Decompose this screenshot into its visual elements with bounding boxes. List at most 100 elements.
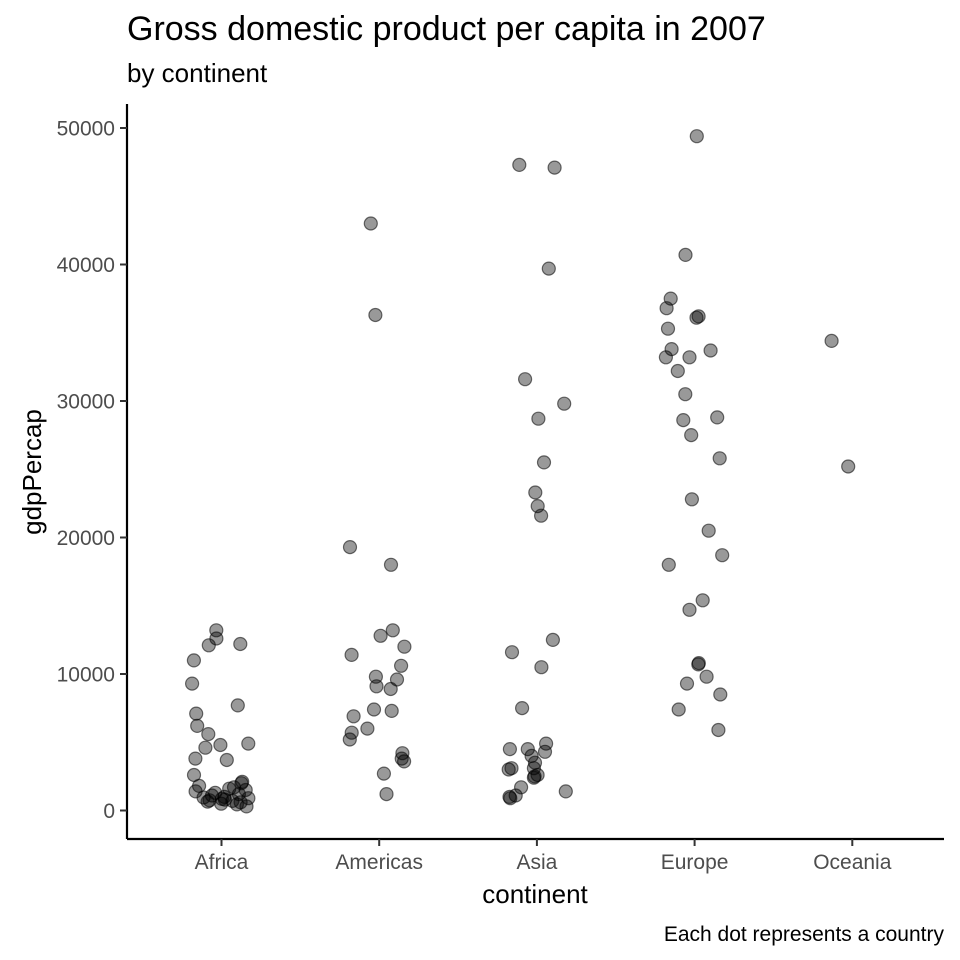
data-point <box>513 780 529 795</box>
data-point <box>219 752 234 768</box>
data-point <box>682 350 697 365</box>
data-point <box>682 602 697 617</box>
data-point <box>713 687 728 702</box>
data-point <box>679 676 695 691</box>
data-point <box>214 796 229 811</box>
data-point <box>678 387 693 402</box>
x-axis: Africa Americas Asia Europe Oceania <box>127 837 944 874</box>
data-point <box>238 782 253 798</box>
data-point <box>699 669 714 684</box>
data-point <box>531 411 546 426</box>
data-point <box>201 726 216 742</box>
y-tick-label: 20000 <box>57 527 115 550</box>
data-point <box>660 321 676 336</box>
data-point <box>541 261 556 276</box>
data-point <box>346 709 361 724</box>
data-point <box>512 157 527 172</box>
data-point <box>824 333 839 348</box>
data-point <box>384 703 399 719</box>
data-point <box>241 736 256 751</box>
data-point <box>504 645 520 660</box>
x-tick-label: Americas <box>335 851 423 874</box>
data-point <box>213 737 228 753</box>
data-point <box>526 770 542 785</box>
data-point <box>233 636 248 652</box>
data-point <box>344 647 359 663</box>
data-point <box>715 548 730 563</box>
data-point <box>373 628 388 643</box>
data-point <box>689 310 704 325</box>
data-point <box>241 791 256 806</box>
data-point <box>369 679 384 694</box>
data-point <box>363 216 378 231</box>
data-point <box>239 799 254 814</box>
y-tick-label: 50000 <box>57 118 115 141</box>
chart-caption: Each dot represents a country <box>664 923 945 946</box>
data-point <box>684 428 699 443</box>
y-tick-label: 0 <box>103 800 115 823</box>
y-axis: 0 10000 20000 30000 40000 50000 <box>57 104 129 839</box>
data-point <box>695 593 710 608</box>
data-point <box>198 740 213 755</box>
data-point <box>558 784 573 799</box>
data-point <box>385 623 400 638</box>
data-point <box>234 776 249 791</box>
y-tick-label: 30000 <box>57 391 115 414</box>
data-point <box>658 350 674 365</box>
data-point <box>678 247 693 262</box>
x-tick-label: Oceania <box>813 851 892 874</box>
chart-title: Gross domestic product per capita in 200… <box>127 10 766 48</box>
data-point <box>528 485 543 500</box>
data-point <box>689 129 704 144</box>
y-axis-title: gdpPercap <box>17 409 47 535</box>
x-axis-title: continent <box>482 879 588 909</box>
data-point <box>676 413 691 428</box>
data-point <box>394 658 409 673</box>
data-point <box>189 706 204 721</box>
data-point <box>190 718 205 734</box>
data-point <box>397 754 412 769</box>
data-point <box>342 539 358 555</box>
data-point <box>547 160 562 175</box>
data-point <box>517 372 533 387</box>
data-point <box>368 307 383 323</box>
data-point <box>186 653 201 668</box>
points-layer <box>185 129 856 814</box>
data-point <box>670 363 685 379</box>
data-point <box>671 702 686 717</box>
data-point <box>703 343 718 358</box>
data-point <box>383 557 399 572</box>
data-point <box>659 301 674 316</box>
data-point <box>701 523 716 538</box>
data-point <box>691 657 706 672</box>
data-point <box>545 632 561 648</box>
data-point <box>379 786 394 802</box>
data-point <box>534 660 549 675</box>
data-point <box>712 451 727 466</box>
data-point <box>360 721 375 736</box>
data-point <box>536 455 552 470</box>
data-point <box>366 702 382 717</box>
data-point <box>533 508 549 523</box>
data-point <box>710 410 725 425</box>
data-point <box>661 557 676 572</box>
data-point <box>188 751 203 766</box>
data-point <box>711 722 726 738</box>
data-point <box>185 676 200 691</box>
data-point <box>557 396 572 411</box>
data-point <box>230 698 245 713</box>
y-tick-label: 10000 <box>57 664 115 687</box>
data-point <box>383 681 398 697</box>
data-point <box>501 762 516 777</box>
data-point <box>200 794 215 809</box>
x-tick-label: Africa <box>195 851 249 874</box>
data-point <box>502 741 517 757</box>
data-point <box>841 459 856 474</box>
data-point <box>376 766 391 781</box>
x-tick-label: Europe <box>661 851 729 874</box>
data-point <box>397 639 412 654</box>
data-point <box>503 791 518 806</box>
data-point <box>514 700 530 716</box>
x-tick-label: Asia <box>516 851 557 874</box>
